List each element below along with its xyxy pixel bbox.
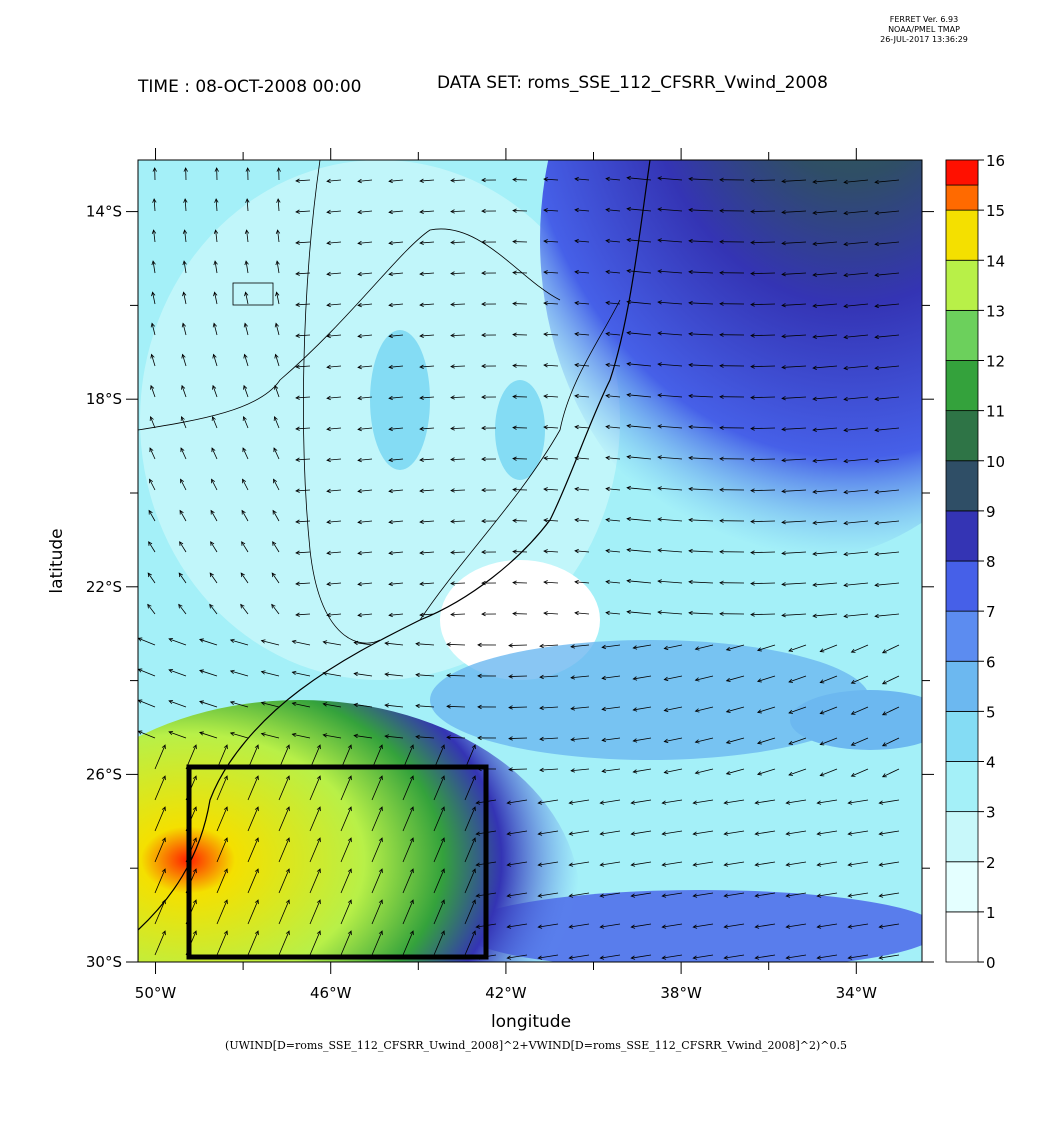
y-tick-label: 26°S	[86, 765, 122, 783]
colorbar-label: 9	[986, 503, 996, 521]
colorbar-label: 1	[986, 904, 996, 922]
y-tick-label: 22°S	[86, 578, 122, 596]
y-tick-label: 18°S	[86, 390, 122, 408]
colorbar-label: 2	[986, 854, 996, 872]
colorbar-cell	[946, 812, 978, 862]
colorbar-cell	[946, 711, 978, 761]
time-title: TIME : 08-OCT-2008 00:00	[137, 77, 361, 97]
colorbar-label: 8	[986, 553, 996, 571]
colorbar-cell	[946, 912, 978, 962]
colorbar-label: 11	[986, 403, 1005, 421]
wind-arrow	[509, 769, 527, 770]
colorbar-cell	[946, 661, 978, 711]
date: 26-JUL-2017 13:36:29	[880, 35, 968, 44]
wind-arrow	[509, 738, 527, 739]
colorbar-label: 13	[986, 302, 1005, 320]
colorbar-cell	[946, 611, 978, 661]
org: NOAA/PMEL TMAP	[888, 25, 960, 34]
version: FERRET Ver. 6.93	[890, 15, 958, 24]
colorbar-cell	[946, 310, 978, 360]
colorbar-label: 4	[986, 754, 996, 772]
x-tick-label: 42°W	[485, 984, 527, 1002]
x-tick-label: 46°W	[310, 984, 352, 1002]
colorbar-cell	[946, 411, 978, 461]
colorbar-label: 3	[986, 804, 996, 822]
colorbar-label: 10	[986, 453, 1005, 471]
dataset-title: DATA SET: roms_SSE_112_CFSRR_Vwind_2008	[437, 73, 828, 93]
colorbar-label: 0	[986, 954, 996, 972]
wind-arrow	[509, 645, 527, 646]
colorbar-cell	[946, 461, 978, 511]
colorbar-cell	[946, 210, 978, 260]
colorbar-cell	[946, 260, 978, 310]
colorbar-label: 14	[986, 252, 1005, 270]
x-tick-label: 50°W	[135, 984, 177, 1002]
footer-formula: (UWIND[D=roms_SSE_112_CFSRR_Uwind_2008]^…	[225, 1039, 847, 1052]
y-tick-label: 14°S	[86, 203, 122, 221]
colorbar-label: 6	[986, 653, 996, 671]
colorbar-label: 5	[986, 703, 996, 721]
colorbar-label: 7	[986, 603, 996, 621]
colorbar-cell	[946, 511, 978, 561]
colorbar-cell	[946, 561, 978, 611]
colorbar-label: 15	[986, 202, 1005, 220]
colorbar-top	[946, 160, 978, 185]
wind-arrow	[509, 707, 527, 708]
colorbar-label: 16	[986, 152, 1005, 170]
colorbar-cell	[946, 762, 978, 812]
y-axis-label: latitude	[47, 528, 67, 593]
x-tick-label: 34°W	[836, 984, 878, 1002]
field	[20, 0, 1038, 1100]
colorbar-cell	[946, 862, 978, 912]
wind-arrow	[509, 676, 527, 677]
x-axis-label: longitude	[491, 1012, 571, 1032]
x-tick-label: 38°W	[660, 984, 702, 1002]
colorbar-cell	[946, 361, 978, 411]
y-tick-label: 30°S	[86, 953, 122, 971]
colorbar-label: 12	[986, 353, 1005, 371]
